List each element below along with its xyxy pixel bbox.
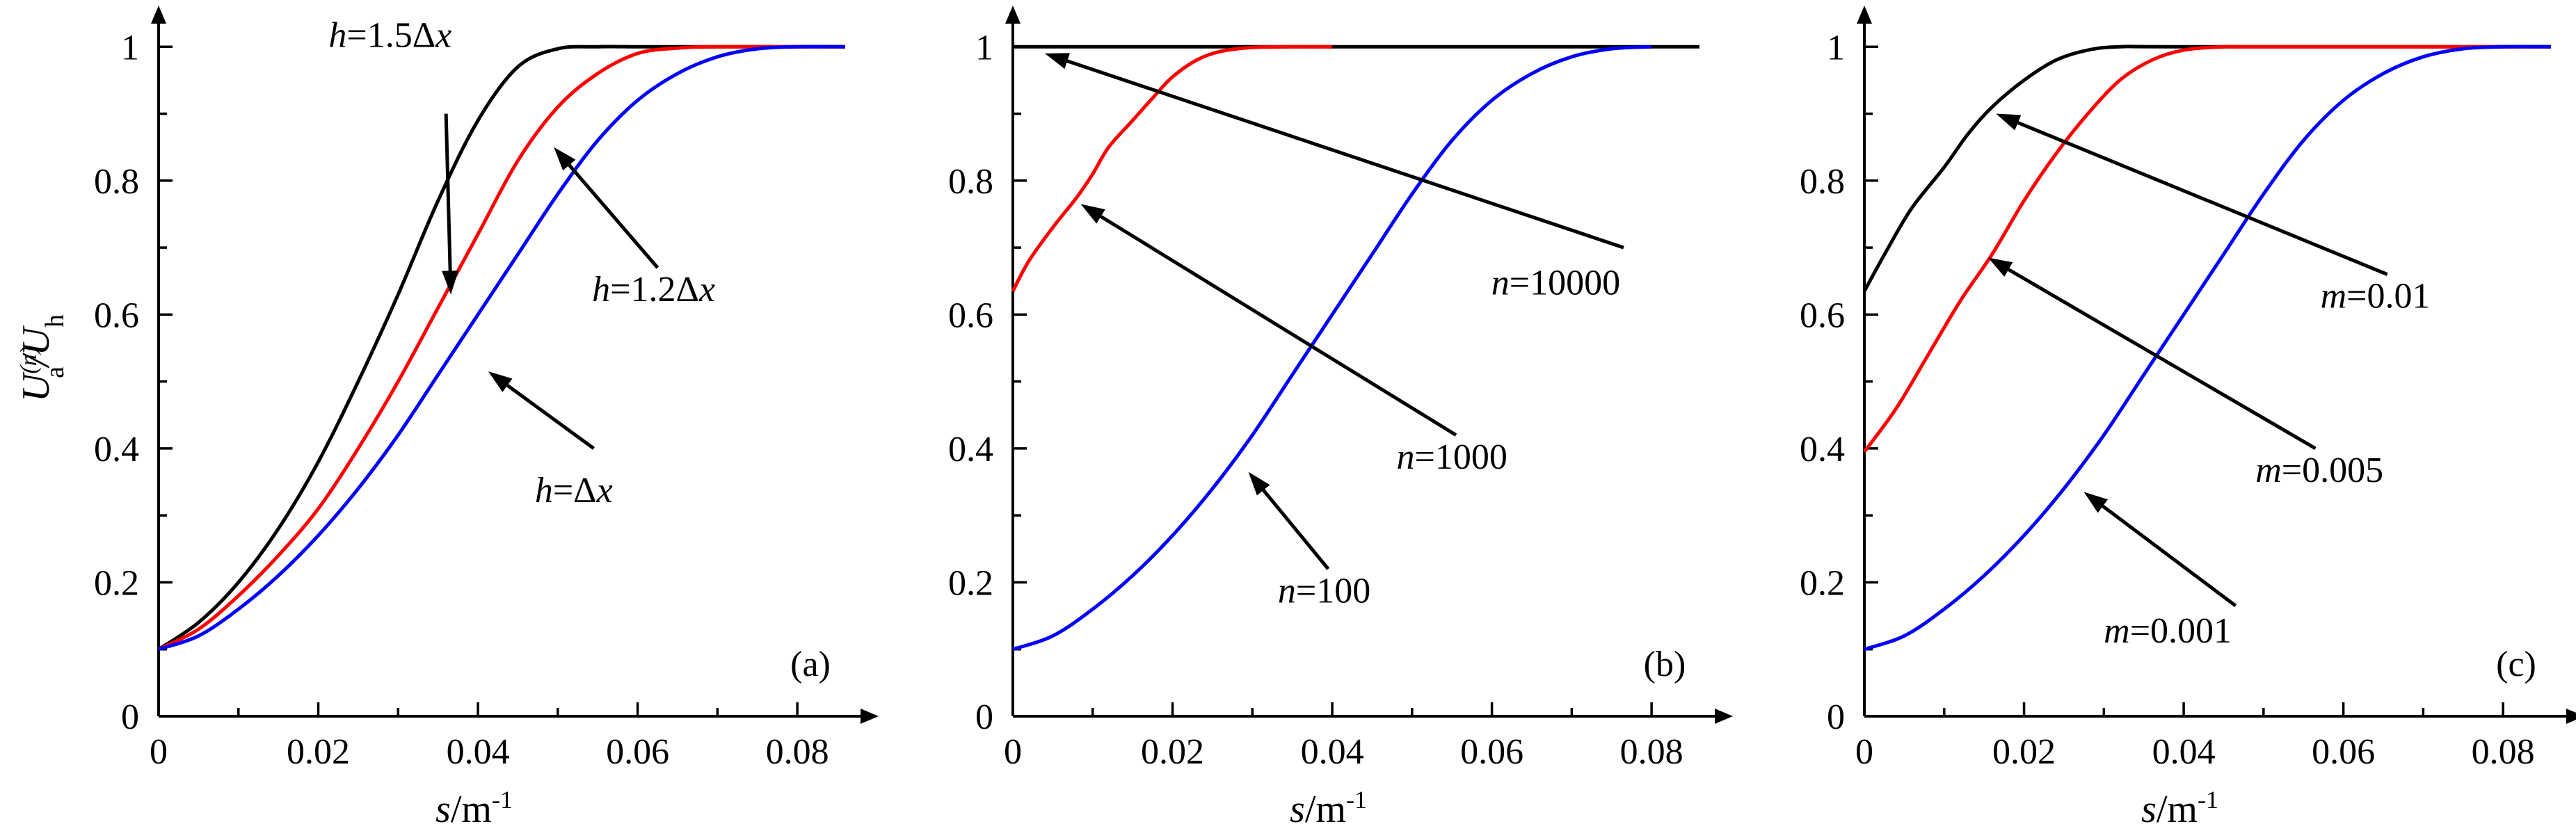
y-tick-label: 0.2 (94, 563, 139, 603)
annotation-label: m=0.01 (2321, 277, 2431, 316)
y-tick-label: 0 (1827, 697, 1845, 737)
annotation-arrow (506, 384, 595, 450)
y-tick-label: 0.4 (94, 430, 139, 469)
y-tick-label: 0 (975, 697, 993, 737)
annotation-arrow (2008, 268, 2317, 451)
y-tick-label: 1 (121, 28, 139, 67)
y-tick-label: 1 (1827, 28, 1845, 67)
y-axis-arrow (1005, 6, 1021, 24)
x-tick-label: 0.06 (2312, 732, 2375, 772)
y-tick-label: 0.2 (948, 563, 993, 603)
y-axis-label: U(n)a/Uh (15, 314, 70, 402)
x-axis-arrow (1715, 709, 1733, 724)
x-axis-arrow (861, 709, 879, 724)
x-tick-label: 0.04 (1301, 732, 1364, 772)
x-tick-label: 0.02 (1141, 732, 1204, 772)
x-tick-label: 0.04 (2152, 732, 2216, 772)
annotation-arrowhead (1996, 113, 2022, 131)
x-tick-label: 0.04 (447, 732, 510, 772)
annotation-label: n=10000 (1491, 263, 1620, 302)
x-tick-label: 0 (150, 732, 168, 772)
series-line-black (1862, 45, 2551, 292)
series-line-black (157, 45, 845, 651)
y-tick-label: 1 (975, 28, 993, 67)
annotation-arrow (1066, 59, 1624, 250)
annotation-arrowhead (488, 371, 513, 392)
annotation-arrow (1100, 215, 1457, 437)
y-tick-label: 0 (121, 697, 139, 737)
series-line-blue (1864, 45, 2552, 652)
x-axis-arrow (2566, 709, 2576, 724)
annotation-arrowhead (1248, 471, 1270, 496)
x-tick-label: 0.02 (1992, 732, 2056, 772)
panel-label: (c) (2496, 645, 2536, 684)
chart-panel-3: 0 0.02 0.04 0.06 0.08 0 0.2 0.4 0.6 0.8 1 m=0.01 m=0… (1800, 6, 2576, 831)
chart-panel-1: 0 0.02 0.04 0.06 0.08 0 0.2 0.4 0.6 0.8 1 h=1.5Δx h=… (94, 6, 879, 831)
annotation-label: h=Δx (535, 471, 613, 510)
annotation-label: m=0.001 (2104, 611, 2232, 651)
annotation-arrowhead (554, 147, 576, 171)
y-tick-label: 0.6 (1800, 296, 1845, 335)
series-line-red (1011, 45, 1333, 292)
annotation-arrow (1262, 489, 1330, 570)
annotation-arrowhead (1987, 257, 2013, 277)
annotation-arrowhead (2083, 492, 2109, 513)
x-tick-label: 0 (1004, 732, 1022, 772)
annotation-arrow (2102, 504, 2237, 608)
y-tick-label: 0.8 (1800, 162, 1845, 202)
annotation-label: h=1.5Δx (328, 15, 451, 55)
y-tick-label: 0.6 (94, 296, 139, 335)
series-line-red (1862, 45, 2551, 453)
annotation-arrowhead (1044, 53, 1070, 70)
panel-label: (b) (1644, 645, 1686, 684)
annotation-label: m=0.005 (2255, 451, 2383, 490)
x-tick-label: 0.06 (1460, 732, 1523, 772)
series-line-red (157, 45, 845, 651)
x-tick-label: 0.02 (287, 732, 350, 772)
annotation-arrowhead (1080, 204, 1105, 224)
x-tick-label: 0 (1855, 732, 1873, 772)
chart-panel-2: 0 0.02 0.04 0.06 0.08 0 0.2 0.4 0.6 0.8 1 n=10000 n=… (948, 6, 1733, 831)
y-axis-arrow (1857, 6, 1872, 24)
x-axis-label: s/m-1 (435, 786, 513, 831)
y-tick-label: 0.8 (94, 162, 139, 202)
x-axis-label: s/m-1 (2141, 786, 2218, 831)
annotation-label: n=100 (1278, 571, 1370, 611)
y-tick-label: 0.4 (948, 430, 993, 469)
annotation-label: n=1000 (1397, 437, 1507, 477)
y-tick-label: 0.8 (948, 162, 993, 202)
annotation-arrow (568, 163, 659, 269)
annotation-arrow (2017, 121, 2388, 276)
annotation-label: h=1.2Δx (592, 270, 715, 309)
x-axis-label: s/m-1 (1290, 786, 1367, 831)
y-tick-label: 0.6 (948, 296, 993, 335)
y-tick-label: 0.4 (1800, 430, 1845, 469)
x-tick-label: 0.08 (1620, 732, 1683, 772)
annotation-arrowhead (442, 270, 459, 295)
annotation-arrow (444, 113, 452, 271)
x-tick-label: 0.06 (606, 732, 669, 772)
series-line-blue (158, 45, 846, 652)
panel-label: (a) (790, 645, 831, 684)
x-tick-label: 0.08 (766, 732, 829, 772)
series-line-blue (1012, 45, 1652, 652)
x-tick-label: 0.08 (2472, 732, 2535, 772)
y-tick-label: 0.2 (1800, 563, 1845, 603)
y-axis-arrow (151, 6, 166, 24)
